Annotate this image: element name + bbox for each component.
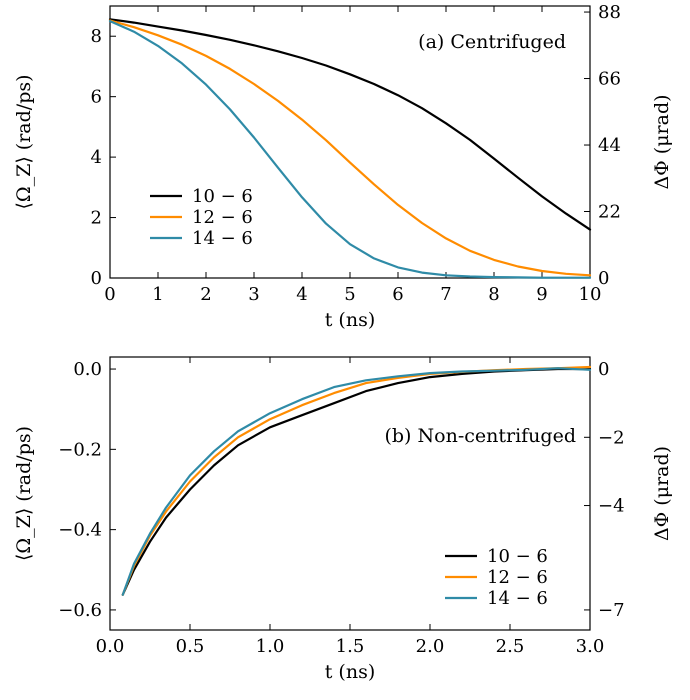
chart1-panel-annotation: (b) Non-centrifuged <box>384 425 576 447</box>
chart0-x-tick-label: 9 <box>536 284 547 305</box>
chart0-series-line-1 <box>108 18 592 231</box>
chart0-x-tick-label: 5 <box>344 284 355 305</box>
chart1-legend-label-2: 12 − 6 <box>487 567 548 588</box>
chart0-x-tick-label: 8 <box>488 284 499 305</box>
chart0-y2-tick-label: 88 <box>598 2 621 23</box>
chart0-y2-tick-label: 0 <box>598 268 609 289</box>
chart0-y2-tick-label: 66 <box>598 69 621 90</box>
chart0-y2-tick-label: 44 <box>598 135 621 156</box>
chart0-legend-label-2: 12 − 6 <box>192 207 253 228</box>
chart0-legend-label-1: 10 − 6 <box>192 186 253 207</box>
chart1-x-axis-label: t (ns) <box>325 661 376 683</box>
chart0-series-line-3 <box>108 20 592 279</box>
chart1-x-tick-label: 3.0 <box>576 636 605 657</box>
chart0-x-tick-label: 6 <box>392 284 403 305</box>
chart0-y-tick-label: 8 <box>91 26 102 47</box>
chart1-y2-tick-label: −7 <box>598 600 625 621</box>
chart0-legend-label-3: 14 − 6 <box>192 228 253 249</box>
chart0-y2-tick-label: 22 <box>598 202 621 223</box>
chart0-x-tick-label: 2 <box>200 284 211 305</box>
chart1-series-line-3 <box>121 367 592 596</box>
chart1-y2-tick-label: 0 <box>598 359 609 380</box>
chart1-x-tick-label: 0.0 <box>96 636 125 657</box>
chart0-panel-annotation: (a) Centrifuged <box>418 31 566 53</box>
chart0-x-tick-label: 1 <box>152 284 163 305</box>
chart0-series-line-2 <box>108 19 592 277</box>
chart1-y-tick-label: 0.0 <box>73 359 102 380</box>
chart1-y-tick-label: −0.6 <box>58 600 102 621</box>
chart1-y-tick-label: −0.4 <box>58 520 102 541</box>
chart0-x-tick-label: 3 <box>248 284 259 305</box>
chart1-x-tick-label: 2.5 <box>496 636 525 657</box>
chart1-y2-tick-label: −4 <box>598 496 625 517</box>
chart0-x-tick-label: 0 <box>104 284 115 305</box>
chart0-y2-axis-label: ΔΦ (μrad) <box>651 94 673 189</box>
chart0-y-tick-label: 2 <box>91 208 102 229</box>
chart0-x-tick-label: 10 <box>579 284 602 305</box>
chart0-y-tick-label: 6 <box>91 87 102 108</box>
chart1-legend-label-3: 14 − 6 <box>487 588 548 609</box>
chart1-x-tick-label: 1.5 <box>336 636 365 657</box>
chart1-y-tick-label: −0.2 <box>58 439 102 460</box>
chart1-y2-axis-label: ΔΦ (μrad) <box>651 446 673 541</box>
chart1-y2-tick-label: −2 <box>598 427 625 448</box>
chart0-x-tick-label: 4 <box>296 284 307 305</box>
chart1-legend-label-1: 10 − 6 <box>487 546 548 567</box>
chart0-y-tick-label: 4 <box>91 147 102 168</box>
chart0-y-axis-label: ⟨Ω_Z⟩ (rad/ps) <box>13 74 35 209</box>
chart0-x-tick-label: 7 <box>440 284 451 305</box>
chart0-y-tick-label: 0 <box>91 268 102 289</box>
chart1-x-tick-label: 0.5 <box>176 636 205 657</box>
chart0-x-axis-label: t (ns) <box>325 309 376 331</box>
chart1-y-axis-label: ⟨Ω_Z⟩ (rad/ps) <box>13 426 35 561</box>
chart1-x-tick-label: 1.0 <box>256 636 285 657</box>
chart1-x-tick-label: 2.0 <box>416 636 445 657</box>
